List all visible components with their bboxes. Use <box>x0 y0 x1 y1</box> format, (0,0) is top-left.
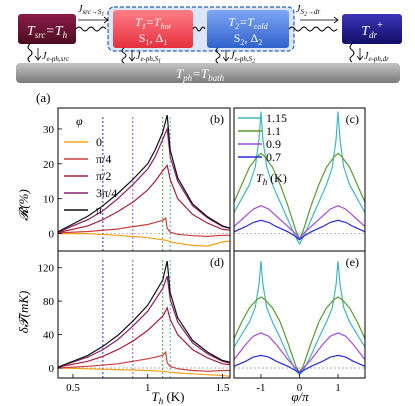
legend-phi-title: φ <box>76 114 83 128</box>
drain-label: Tdr+ <box>361 20 383 40</box>
y-tick-label: 0 <box>49 229 55 241</box>
s2-box <box>207 10 289 48</box>
series-line <box>234 111 365 246</box>
panel-d: 0 40 80 120 0.5 1 1.5 (d) <box>38 250 231 394</box>
bath-bar <box>16 63 400 83</box>
arrow-src-s1 <box>78 16 109 24</box>
panel-label: (b) <box>210 112 224 126</box>
arrow-s1-bath <box>128 50 136 62</box>
panel-frame <box>57 107 231 252</box>
series-line <box>58 126 230 233</box>
legend-phi: φ0 π/4 π/2 3π/4 π <box>64 114 117 217</box>
arrow-src-bath <box>34 48 42 61</box>
drain-box <box>342 14 402 44</box>
panel-label: (d) <box>210 255 224 269</box>
flux-eph-src: Je-ph,src <box>42 51 70 63</box>
series-line <box>234 260 365 376</box>
y-axis-label-bottom: δ𝓣(mK) <box>16 291 31 334</box>
x-axis-label-right: φ/π <box>291 389 309 404</box>
series-line <box>234 205 365 240</box>
flux-src-s1: Jsrc→S1 <box>78 4 104 18</box>
wave-s2-bath <box>215 47 221 64</box>
y-tick-label: 120 <box>38 263 55 275</box>
wave-src-s1 <box>75 26 107 32</box>
arrow-dr-bath <box>356 48 364 61</box>
source-box <box>18 14 76 44</box>
panel-frame <box>233 250 366 379</box>
series-line <box>234 219 365 241</box>
series-line <box>58 217 230 238</box>
flux-s2-dr: JS2→dr <box>296 4 320 18</box>
series-line <box>58 350 230 372</box>
y-tick-label: 10 <box>43 194 55 206</box>
legend-item-label: 0.9 <box>266 137 281 151</box>
source-label: Tsrc=Th <box>27 24 68 40</box>
y-tick-label: 20 <box>43 159 55 171</box>
panel-frame <box>233 107 366 252</box>
series-line <box>58 306 230 368</box>
wave-s2-dr <box>288 26 338 32</box>
legend-item-label: π <box>96 203 102 217</box>
x-tick-label: 1.5 <box>216 382 230 394</box>
y-axis-label-top: 𝓡(%) <box>16 189 31 221</box>
series-line <box>58 275 230 368</box>
y-tick-label: 40 <box>43 330 55 342</box>
series-line <box>234 296 365 374</box>
s2-line2: S2, Δ2 <box>234 31 262 47</box>
x-tick-label: 1 <box>335 382 341 394</box>
flux-eph-dr: Je-ph,dr <box>364 51 389 63</box>
wave-s1-bath <box>121 47 127 64</box>
legend-th-title: Th (K) <box>256 171 287 187</box>
panel-e: -1 0 1 (e) <box>233 250 366 394</box>
s1-box <box>113 10 193 48</box>
legend-item-label: 1.15 <box>266 111 287 125</box>
panel-label: (c) <box>346 112 359 126</box>
series-line <box>58 164 230 234</box>
series-line <box>234 332 365 374</box>
legend-item-label: 1.1 <box>266 124 281 138</box>
series-line <box>234 354 365 374</box>
panel-frame <box>57 250 231 379</box>
figure-label-a: (a) <box>36 90 50 105</box>
legend-item-label: π/4 <box>96 152 111 166</box>
legend-item-label: 0.7 <box>266 150 281 164</box>
y-tick-label: 0 <box>49 363 55 375</box>
wave-src-bath <box>27 43 33 63</box>
series-line <box>234 152 365 241</box>
series-line <box>58 367 230 377</box>
s1-line1: T1=Thot <box>135 15 171 31</box>
legend-item-label: 0 <box>96 135 102 149</box>
x-tick-label: 1 <box>145 382 151 394</box>
s1-line2: S1, Δ1 <box>139 31 167 47</box>
series-line <box>58 260 230 368</box>
arrow-s2-dr <box>300 16 339 24</box>
x-axis-label-left: Th (K) <box>151 389 184 406</box>
flux-eph-s2: Je-ph,S2 <box>230 51 255 65</box>
panel-label: (e) <box>346 255 359 269</box>
legend-th: 1.151.10.90.7 Th (K) <box>238 111 287 187</box>
flux-eph-s1: Je-ph,S1 <box>136 51 161 65</box>
y-tick-label: 80 <box>43 296 55 308</box>
panel-b: 0 10 20 30 (b) <box>43 107 231 252</box>
x-tick-label: 0.5 <box>66 382 80 394</box>
wave-s1-s2 <box>192 26 206 32</box>
series-line <box>58 114 230 233</box>
y-tick-label: 30 <box>43 124 55 136</box>
arrow-s2-bath <box>222 50 230 62</box>
legend-item-label: π/2 <box>96 169 111 183</box>
legend-item-label: 3π/4 <box>96 186 117 200</box>
x-tick-label: -1 <box>256 382 265 394</box>
schematic: Tph=Tbath Tsrc=Th T1=Thot S1, Δ1 T2=Tcol… <box>16 4 402 83</box>
series-line <box>58 233 230 247</box>
s2-line1: T2=Tcold <box>228 15 268 31</box>
wave-dr-bath <box>349 43 355 63</box>
x-tick-label: 0 <box>297 382 303 394</box>
panel-c: (c) <box>233 107 366 252</box>
bath-label: Tph=Tbath <box>176 66 225 83</box>
